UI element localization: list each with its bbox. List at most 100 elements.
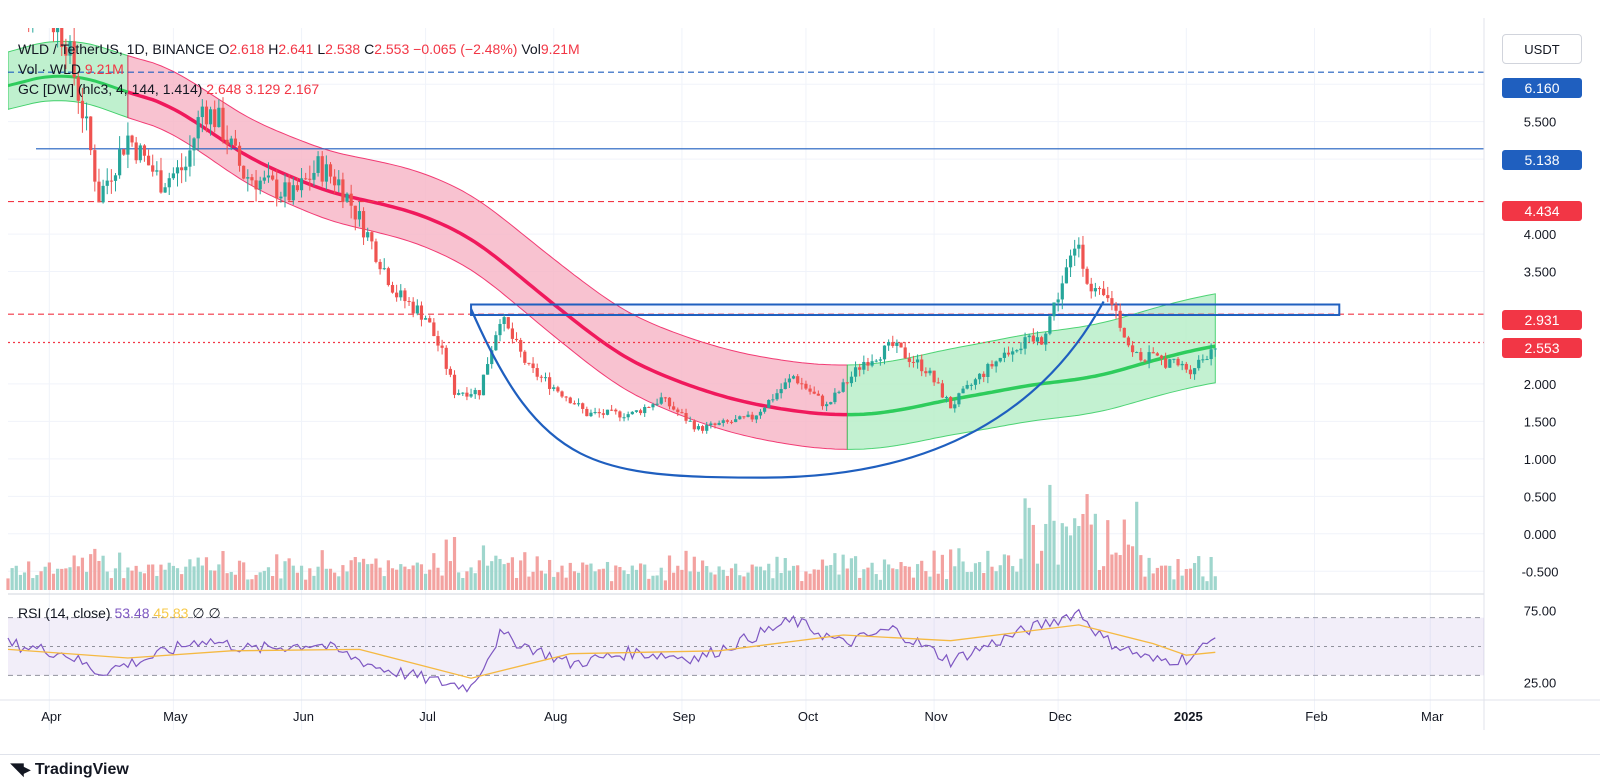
volume-bar [386,560,390,590]
candle-body [266,175,271,178]
candle-body [382,268,386,270]
volume-bar [808,573,812,590]
candle-body [11,21,14,24]
volume-bar [882,559,887,590]
volume-bar [333,572,337,590]
candle-body [271,175,275,180]
volume-value: 9.21M [540,41,580,57]
volume-bar [729,568,734,590]
candle-body [407,301,411,303]
candle-body [1035,337,1040,342]
price-tick-label: 0.500 [1524,489,1557,504]
volume-legend: Vol · WLD 9.21M [18,60,124,78]
candle-body [808,388,812,392]
volume-bar [448,561,452,590]
candle-body [548,377,552,389]
volume-bar [262,570,266,590]
candle-body [1031,335,1035,342]
candle-body [796,376,800,384]
candle-body [572,403,577,405]
resistance-zone-box [470,303,1341,316]
volume-bar [465,571,469,590]
volume-bar [1015,571,1019,590]
low-value: 2.538 [325,41,361,57]
candle-body [1106,295,1110,299]
volume-bar [89,554,93,590]
candle-body [1130,345,1135,353]
candle-body [498,323,502,336]
volume-bar [118,552,122,590]
tradingview-logo[interactable]: ◥▸ TradingView [10,759,129,780]
candle-body [1164,358,1168,368]
candle-body [432,322,436,337]
candle-body [204,106,209,125]
volume-bar [275,554,279,590]
candle-body [1064,267,1069,284]
volume-bar [39,571,43,590]
candle-body [1122,327,1126,338]
volume-bar [18,574,23,590]
volume-bar [837,574,841,590]
volume-bar [944,579,949,590]
volume-bar [43,566,47,590]
candle-body [349,193,353,206]
volume-bar [746,572,750,590]
volume-bar [299,565,304,590]
candle-body [250,177,254,181]
candle-body [725,420,729,422]
candle-body [118,149,122,176]
candle-body [791,376,796,379]
volume-bar [866,567,870,590]
candle-body [337,179,341,186]
candle-body [1056,299,1060,303]
volume-bar [1027,507,1031,590]
rsi-line [7,608,1216,693]
price-tick-label: 5.500 [1524,115,1557,130]
volume-bar [1044,523,1048,590]
candle-body [1023,337,1027,349]
volume-bar [254,574,258,590]
candle-body [254,180,258,190]
volume-bar [502,564,506,590]
volume-bar [1122,519,1126,590]
candle-body [721,420,725,423]
volume-bar [585,564,589,590]
volume-bar [22,572,27,590]
volume-bar [961,561,965,590]
volume-bar [1197,556,1201,590]
volume-bar [676,565,680,590]
volume-bar [853,556,858,590]
currency-selector-button[interactable]: USDT [1502,34,1582,64]
candle-body [539,376,543,378]
candle-body [787,378,792,383]
high-value: 2.641 [278,41,314,57]
volume-bar [1060,523,1064,590]
candle-body [163,187,167,193]
candle-body [820,395,825,407]
volume-bar [308,568,312,590]
change-value: −0.065 (−2.48%) [413,41,518,57]
volume-bar [341,565,345,590]
candle-body [1155,353,1159,356]
volume-bar [328,568,333,590]
ohlc-legend: WLD / TetherUS, 1D, BINANCE O2.618 H2.64… [18,40,580,58]
candle-body [242,165,246,179]
candle-body [684,413,688,421]
candle-body [275,179,279,199]
price-chart[interactable]: 6.0005.5005.0004.0003.5002.0001.5001.000… [0,0,1600,754]
volume-bar [1110,554,1114,590]
candle-body [729,421,734,423]
currency-label: USDT [1524,41,1560,57]
volume-bar [1126,544,1131,590]
volume-bar [783,558,787,590]
volume-bar [791,565,796,590]
candle-body [990,364,994,367]
volume-bar [415,562,419,590]
volume-bar [312,575,316,590]
volume-bar [242,562,246,590]
candle-body [1143,360,1147,362]
volume-bar [1201,576,1205,590]
candle-body [333,176,337,186]
candle-body [1093,288,1097,292]
candle-body [225,139,229,145]
